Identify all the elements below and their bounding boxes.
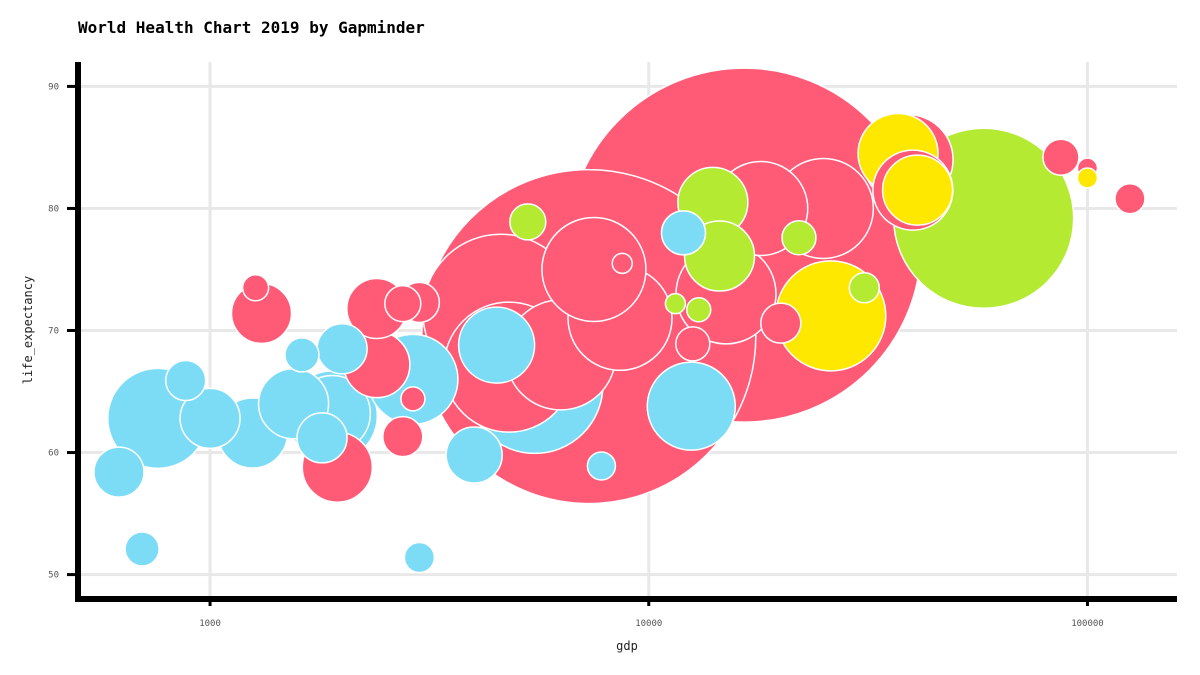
y-tick-label: 70: [48, 327, 59, 337]
bubble-point: [848, 272, 881, 304]
bubble-point: [586, 451, 617, 481]
bubble-point: [403, 541, 436, 574]
chart-title: World Health Chart 2019 by Gapminder: [78, 18, 425, 37]
bubble-point: [646, 361, 737, 451]
bubble-point: [1076, 167, 1099, 189]
bubble-point: [660, 210, 707, 256]
x-axis-label: gdp: [616, 639, 638, 653]
bubble-point: [179, 387, 241, 450]
bubble-point: [164, 359, 207, 402]
bubble-point: [284, 337, 320, 373]
bubble-point: [1042, 138, 1080, 176]
bubble-point: [93, 446, 145, 498]
axis-ticks: 1000 10000 100000 50 60 70 80 90: [48, 82, 1104, 629]
bubble-point: [541, 216, 647, 323]
bubble-point: [241, 274, 270, 302]
bubble-point: [881, 154, 954, 226]
bubble-point: [664, 292, 687, 315]
y-tick-label: 50: [48, 571, 59, 581]
bubble-point: [781, 219, 817, 256]
bubble-point: [384, 284, 422, 323]
bubble-point: [400, 386, 426, 412]
bubble-point: [316, 323, 368, 375]
bubble-point: [1114, 182, 1146, 215]
bubble-point: [296, 412, 348, 464]
bubble-point: [685, 297, 712, 323]
bubble-point: [611, 252, 633, 275]
bubble-point: [509, 203, 547, 241]
bubble-point: [675, 326, 711, 362]
y-axis-label: life_expectancy: [21, 276, 35, 384]
y-tick-label: 60: [48, 449, 59, 459]
x-tick-label: 10000: [635, 619, 662, 629]
y-tick-label: 90: [48, 82, 59, 92]
x-tick-label: 100000: [1071, 619, 1104, 629]
bubble-point: [124, 531, 160, 567]
bubbles: [93, 67, 1146, 574]
x-tick-label: 1000: [199, 619, 221, 629]
y-tick-label: 80: [48, 204, 59, 214]
bubble-point: [445, 426, 503, 484]
bubble-point: [382, 415, 424, 458]
bubble-point: [457, 306, 536, 384]
bubble-point: [760, 302, 802, 344]
